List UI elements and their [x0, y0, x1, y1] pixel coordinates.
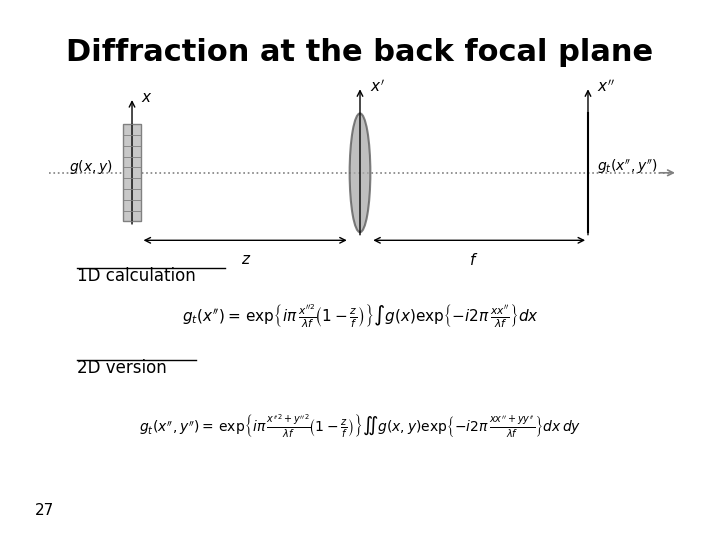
Ellipse shape — [350, 113, 370, 232]
Text: $g_t(x'') = \, \exp\!\left\{i\pi\,\frac{x''^2}{\lambda f}\!\left(1-\frac{z}{f}\r: $g_t(x'') = \, \exp\!\left\{i\pi\,\frac{… — [181, 302, 539, 329]
Text: 2D version: 2D version — [77, 359, 166, 377]
Text: $x''$: $x''$ — [597, 78, 615, 94]
Text: 27: 27 — [35, 503, 55, 518]
Bar — [123, 124, 140, 221]
Text: $g_t(x'',y'') = \, \exp\!\left\{i\pi\,\frac{x''^2+y''^2}{\lambda f}\!\left(1-\fr: $g_t(x'',y'') = \, \exp\!\left\{i\pi\,\f… — [139, 413, 581, 440]
Text: $f$: $f$ — [469, 252, 479, 268]
Text: $x'$: $x'$ — [370, 78, 385, 94]
Text: 1D calculation: 1D calculation — [77, 267, 196, 285]
Text: Diffraction at the back focal plane: Diffraction at the back focal plane — [66, 38, 654, 67]
Text: $g_t(x'',y'')$: $g_t(x'',y'')$ — [597, 158, 658, 177]
Text: $x$: $x$ — [141, 90, 153, 105]
Text: $g(x,y)$: $g(x,y)$ — [69, 158, 113, 177]
Text: $z$: $z$ — [241, 252, 251, 267]
